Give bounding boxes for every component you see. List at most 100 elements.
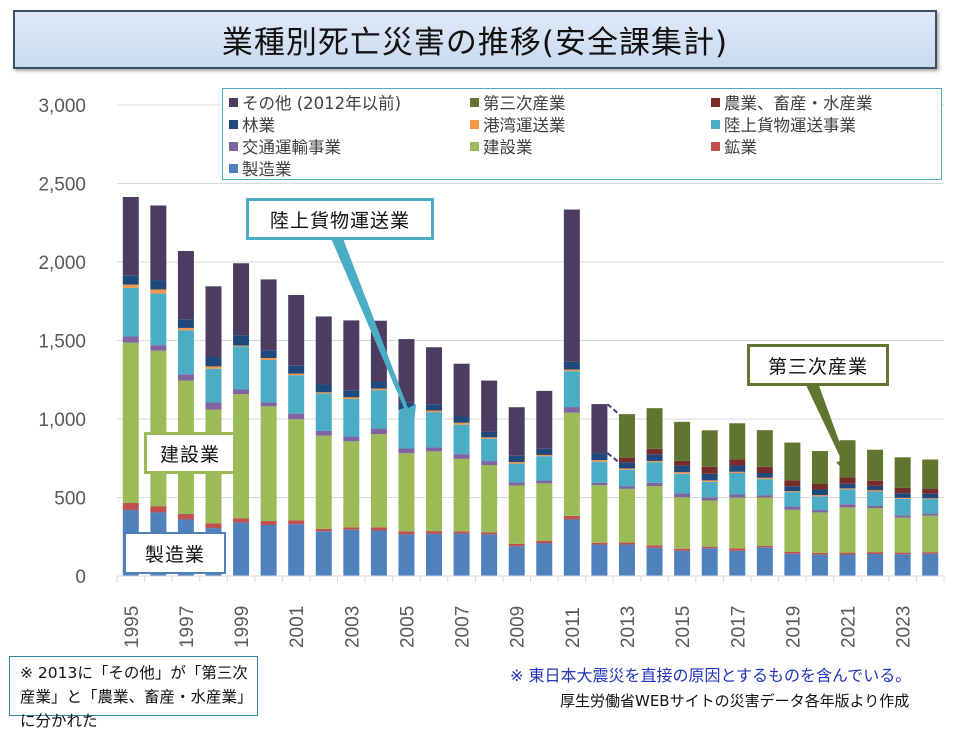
bar-segment [674,497,691,549]
bar-segment [508,463,525,483]
bar-segment [122,502,139,511]
bar-segment [343,529,360,576]
note-earthquake: ※ 東日本大震災を直接の原因とするものを含んでいる。 [510,666,912,685]
bar-segment [646,462,663,483]
bar-segment [233,263,250,336]
legend-item: その他 (2012年以前) [229,90,401,114]
bar-segment [563,369,580,372]
x-tick-label: 2023 [894,606,915,648]
chart-title: 業種別死亡災害の推移(安全課集計) [221,25,729,61]
bar-segment [288,419,305,521]
bar-segment [150,205,167,281]
series-connector [606,403,620,415]
bar-segment [756,477,773,480]
arrow-daisan [805,383,854,478]
bar-segment [867,480,884,486]
bar-segment [150,345,167,351]
bar-segment [233,518,250,523]
bar-segment [563,361,580,370]
bar-segment [756,546,773,548]
bar-segment [177,374,194,381]
bar-segment [729,548,746,551]
bar-segment [756,430,773,467]
bar-segment [591,485,608,543]
bar-segment [370,527,387,531]
legend-label: 鉱業 [724,138,757,157]
bar-segment [867,449,884,481]
bar-segment [811,495,828,497]
legend-item: 港湾運送業 [470,112,566,136]
bar-segment [481,461,498,466]
bar-segment [536,540,553,544]
bar-segment [729,459,746,466]
bar-segment [784,509,801,552]
bar-segment [426,410,443,413]
legend-label: 製造業 [242,160,292,179]
bar-segment [839,552,856,555]
bar-segment [426,347,443,405]
legend-swatch [229,97,238,107]
callout-rikujo: 陸上貨物運送業 [246,198,434,240]
bar-segment [288,373,305,376]
legend-swatch [711,119,720,129]
bar-segment [867,552,884,555]
bar-segment [508,455,525,463]
bar-segment [233,389,250,395]
x-tick-label: 1999 [232,606,253,648]
bar-segment [426,404,443,411]
bar-segment [674,465,691,473]
bar-segment [453,531,470,534]
bar-segment [260,524,277,576]
bar-segment [481,438,498,462]
legend-swatch [470,141,479,151]
bar-segment [481,380,498,432]
bar-segment [260,406,277,522]
legend-label: 農業、畜産・水産業 [724,94,873,113]
bar-segment [729,494,746,498]
callout-rikujo-label: 陸上貨物運送業 [269,209,410,232]
legend-swatch [711,141,720,151]
bar-segment [646,547,663,576]
bar-segment [894,493,911,498]
bar-segment [177,251,194,320]
x-tick-label: 2003 [342,606,363,648]
bar-segment [563,519,580,576]
bar-segment [674,550,691,576]
legend-item: 陸上貨物運送事業 [711,112,856,136]
bar-segment [701,466,718,474]
bar-segment [756,479,773,496]
bar-segment [618,457,635,463]
bar-segment [922,499,939,514]
bar-segment [453,422,470,425]
bar-segment [315,528,332,532]
bar-segment [370,428,387,435]
bar-segment [701,473,718,481]
callout-kensetsu: 建設業 [144,432,236,474]
bar-segment [205,402,222,410]
bar-segment [784,486,801,492]
bar-segment [701,548,718,576]
bar-segment [398,411,415,449]
bar-segment [260,521,277,525]
bar-segment [811,489,828,496]
bar-segment [315,384,332,393]
bar-segment [591,460,608,462]
bar-segment [618,542,635,545]
bar-segment [729,497,746,549]
bar-segment [536,448,553,455]
bar-segment [894,497,911,499]
bar-segment [370,390,387,429]
bar-segment [233,345,250,347]
bar-segment [811,451,828,484]
bar-segment [315,316,332,385]
bar-segment [508,407,525,456]
bar-segment [756,547,773,576]
legend-swatch [711,97,720,107]
bar-segment [618,414,635,458]
bar-segment [784,492,801,507]
bar-segment [288,520,305,525]
bar-segment [701,546,718,549]
bar-segment [591,542,608,545]
bar-segment [343,390,360,398]
x-tick-label: 2021 [839,606,860,648]
